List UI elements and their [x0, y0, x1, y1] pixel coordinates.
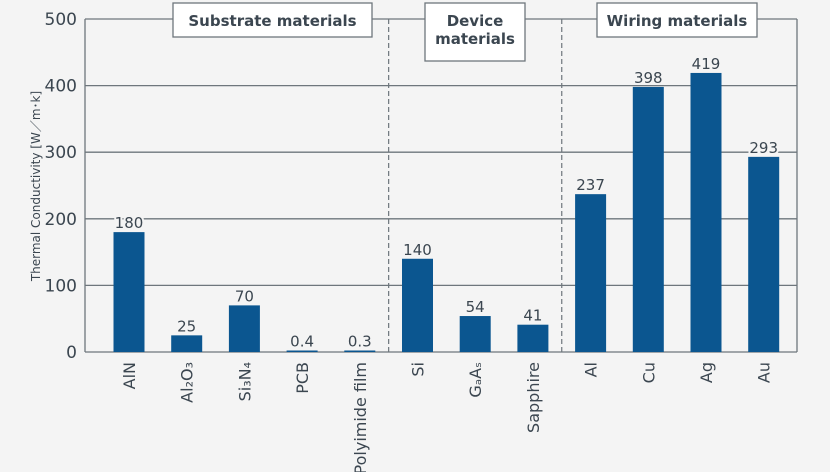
x-tick-label: Al — [582, 362, 601, 377]
y-tick-labels: 0 100 200 300 400 500 — [45, 10, 77, 363]
value-label: 70 — [235, 287, 254, 305]
value-label: 0.3 — [348, 333, 372, 351]
y-tick-label: 0 — [66, 343, 77, 363]
value-label: 54 — [466, 298, 485, 316]
bar — [575, 194, 607, 352]
x-tick-label: GₐAₛ — [466, 362, 485, 398]
value-label: 293 — [749, 139, 778, 157]
bar — [690, 72, 722, 353]
y-tick-label: 200 — [45, 210, 77, 230]
bar — [344, 350, 376, 352]
bar — [632, 86, 664, 352]
x-tick-label: AlN — [120, 362, 139, 389]
bar — [748, 156, 780, 352]
value-label: 0.4 — [290, 333, 314, 351]
x-tick-label: Au — [755, 362, 774, 383]
x-tick-label: PCB — [293, 362, 312, 394]
value-label: 419 — [692, 55, 721, 73]
value-label: 25 — [177, 317, 196, 335]
bars — [113, 72, 780, 353]
y-tick-label: 100 — [45, 276, 77, 296]
value-label: 140 — [403, 241, 432, 259]
y-tick-label: 500 — [45, 10, 77, 30]
group-label: Wiring materials — [607, 12, 748, 30]
group-label: Device — [447, 12, 504, 30]
y-axis-label: Thermal Conductivity [W／m･k] — [29, 91, 43, 282]
bar — [402, 258, 433, 352]
value-label: 237 — [576, 176, 605, 194]
y-tick-label: 400 — [45, 77, 77, 97]
group-label: Substrate materials — [188, 12, 356, 30]
group-label-box — [424, 2, 526, 62]
x-tick-label: Sapphire — [524, 362, 543, 433]
bar — [171, 335, 203, 352]
value-label: 180 — [115, 214, 144, 232]
x-tick-labels: AlN Al₂O₃ Si₃N₄ PCB Polyimide film Si GₐAₛ Sapp… — [120, 362, 774, 472]
bar — [517, 324, 549, 352]
gridlines — [84, 18, 798, 353]
group-label-box — [172, 2, 373, 38]
bar — [286, 350, 318, 352]
group-label: materials — [435, 30, 515, 48]
x-tick-label: Polyimide film — [351, 362, 370, 472]
y-tick-label: 300 — [45, 143, 77, 163]
value-label: 41 — [523, 307, 542, 325]
x-tick-label: Al₂O₃ — [178, 362, 197, 403]
bar — [228, 305, 260, 352]
bar — [113, 232, 145, 352]
x-tick-label: Cu — [639, 362, 658, 383]
bar — [459, 316, 491, 352]
x-tick-label: Ag — [697, 362, 716, 383]
group-label-box — [596, 2, 758, 38]
x-tick-label: Si — [409, 362, 428, 377]
x-tick-label: Si₃N₄ — [235, 362, 254, 401]
value-labels: 180 25 70 0.4 0.3 140 54 41 237 398 419 293 — [113, 53, 780, 353]
value-label: 398 — [634, 69, 663, 87]
